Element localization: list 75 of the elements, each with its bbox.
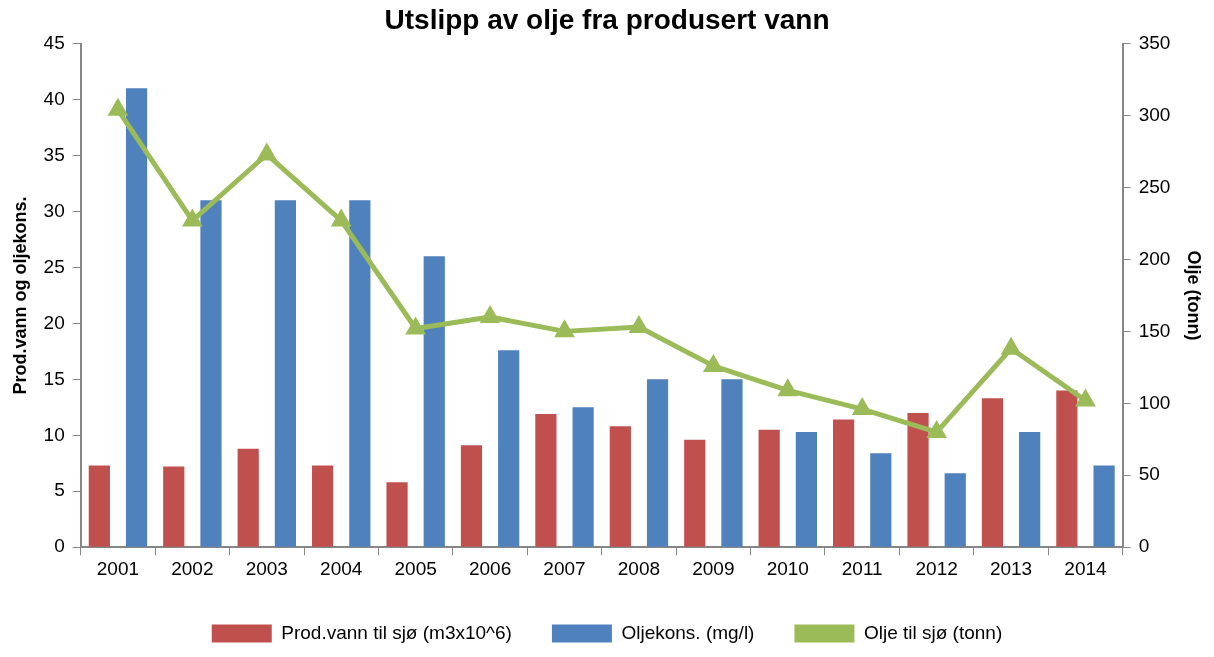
legend-label: Prod.vann til sjø (m3x10^6) (281, 621, 512, 643)
bar (1093, 465, 1115, 547)
bar (758, 429, 780, 547)
y-axis-title: Prod.vann og oljekons. (9, 196, 30, 395)
y-tick-label: 10 (43, 423, 65, 445)
y2-tick-label: 150 (1138, 319, 1171, 341)
bar (1056, 390, 1078, 547)
bar (386, 482, 408, 547)
point (479, 305, 501, 323)
bar (907, 412, 929, 547)
point (777, 378, 798, 397)
point (1075, 388, 1096, 407)
y-tick-label: 35 (43, 143, 65, 165)
bar (163, 466, 185, 547)
y-tick-label: 0 (54, 535, 65, 557)
point (405, 316, 426, 335)
x-tick-label: 2006 (468, 557, 512, 579)
bar (609, 426, 631, 547)
point (554, 319, 575, 338)
point (628, 315, 648, 334)
bar (274, 200, 297, 547)
x-tick-label: 2007 (543, 557, 586, 579)
x-tick-label: 2011 (841, 557, 883, 579)
x-tick-label: 2004 (320, 557, 363, 579)
y2-tick-label: 0 (1138, 535, 1150, 557)
point (852, 397, 872, 416)
bar (721, 379, 743, 547)
y2-tick-label: 50 (1138, 463, 1160, 485)
bar (833, 419, 855, 547)
bar (795, 431, 817, 547)
x-tick-label: 2014 (1064, 557, 1108, 579)
y-tick-label: 20 (43, 311, 65, 333)
x-tick-label: 2013 (989, 557, 1033, 579)
bar (1019, 431, 1041, 547)
bar (312, 465, 334, 547)
bar (498, 350, 520, 547)
bar (981, 398, 1004, 547)
x-tick-label: 2005 (394, 557, 437, 579)
x-tick-label: 2003 (245, 557, 288, 579)
bar (535, 414, 557, 547)
x-tick-label: 2012 (915, 557, 958, 579)
y2-tick-label: 300 (1138, 103, 1171, 125)
point (256, 142, 277, 161)
bar (237, 448, 259, 547)
bar (200, 200, 222, 547)
bar (870, 453, 892, 547)
y-tick-label: 30 (43, 199, 65, 221)
bar (684, 439, 706, 547)
bar (572, 407, 594, 547)
y2-tick-label: 100 (1138, 391, 1171, 413)
y2-tick-label: 200 (1138, 247, 1171, 269)
point (926, 420, 947, 439)
y-tick-label: 5 (54, 479, 65, 501)
y2-tick-label: 250 (1138, 175, 1171, 197)
bar (349, 200, 371, 547)
chart-title: Utslipp av olje fra produsert vann (384, 3, 830, 35)
bar (423, 256, 445, 547)
bar (460, 445, 483, 547)
y-tick-label: 45 (43, 31, 65, 53)
x-tick-label: 2002 (171, 557, 214, 579)
x-tick-label: 2008 (617, 557, 661, 579)
y-tick-label: 15 (43, 367, 65, 389)
y-tick-label: 40 (43, 87, 65, 109)
x-tick-label: 2009 (692, 557, 735, 579)
bar (125, 88, 148, 547)
y2-tick-label: 350 (1138, 31, 1171, 53)
legend-label: Olje til sjø (tonn) (863, 621, 1003, 643)
y2-axis-title: Olje (tonn) (1184, 250, 1205, 341)
legend-label: Oljekons. (mg/l) (621, 621, 755, 643)
bar (646, 379, 669, 547)
bar (944, 473, 966, 547)
x-tick-label: 2001 (96, 557, 140, 579)
y-tick-label: 25 (43, 255, 65, 277)
x-tick-label: 2010 (766, 557, 809, 579)
bar (88, 465, 110, 547)
